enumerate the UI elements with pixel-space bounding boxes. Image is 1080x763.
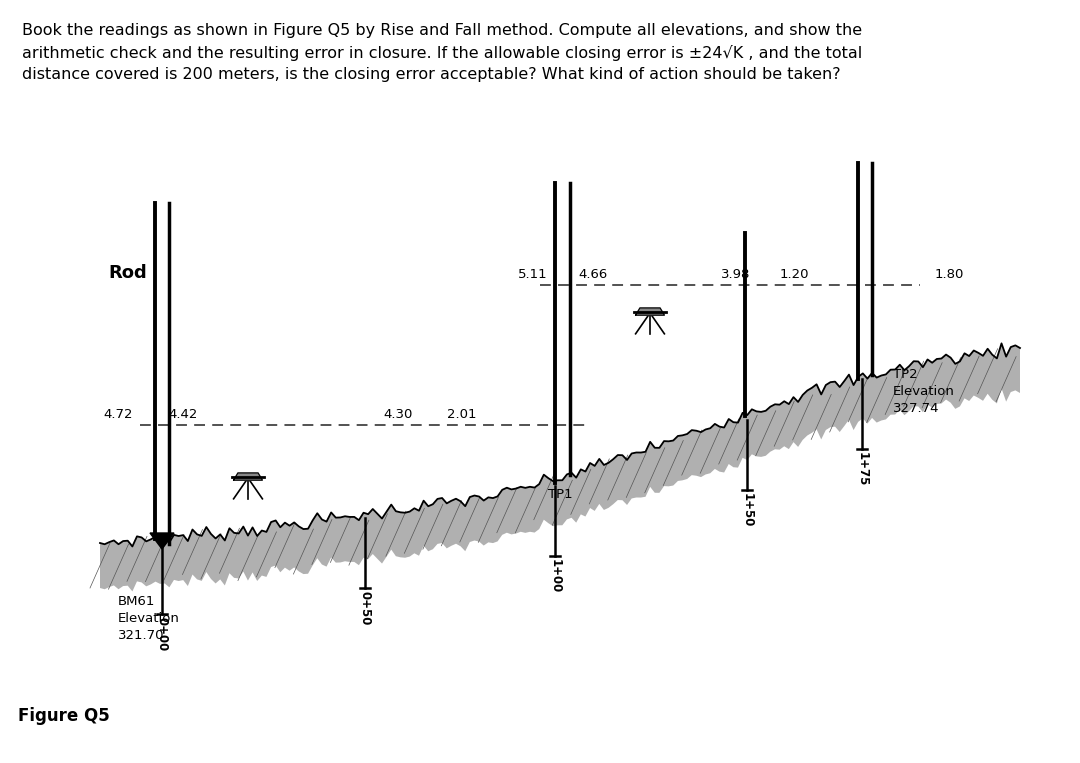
Text: 1.80: 1.80 [935, 268, 964, 281]
Text: arithmetic check and the resulting error in closure. If the allowable closing er: arithmetic check and the resulting error… [22, 45, 862, 61]
Polygon shape [636, 308, 664, 315]
Text: 1.20: 1.20 [780, 268, 810, 281]
Text: 1+75: 1+75 [855, 452, 868, 486]
Text: 1+50: 1+50 [741, 493, 754, 527]
Polygon shape [100, 343, 1020, 591]
Polygon shape [150, 533, 174, 549]
Polygon shape [233, 473, 262, 480]
Text: distance covered is 200 meters, is the closing error acceptable? What kind of ac: distance covered is 200 meters, is the c… [22, 67, 840, 82]
Text: 2.01: 2.01 [447, 408, 476, 421]
Text: 4.66: 4.66 [578, 268, 607, 281]
Text: TP1: TP1 [548, 488, 572, 501]
Text: 5.11: 5.11 [518, 268, 548, 281]
Text: 0+00: 0+00 [156, 617, 168, 651]
Text: Book the readings as shown in Figure Q5 by Rise and Fall method. Compute all ele: Book the readings as shown in Figure Q5 … [22, 23, 862, 38]
Text: TP2
Elevation
327.74: TP2 Elevation 327.74 [893, 368, 955, 414]
Text: 4.42: 4.42 [168, 408, 198, 421]
Text: Figure Q5: Figure Q5 [18, 707, 110, 725]
Text: 3.98: 3.98 [720, 268, 750, 281]
Text: 4.72: 4.72 [104, 408, 133, 421]
Text: 4.30: 4.30 [383, 408, 413, 421]
Text: 1+00: 1+00 [549, 559, 562, 593]
Text: BM61
Elevation
321.70: BM61 Elevation 321.70 [118, 595, 180, 642]
Text: Rod: Rod [108, 264, 147, 282]
Text: 0+50: 0+50 [359, 591, 372, 626]
